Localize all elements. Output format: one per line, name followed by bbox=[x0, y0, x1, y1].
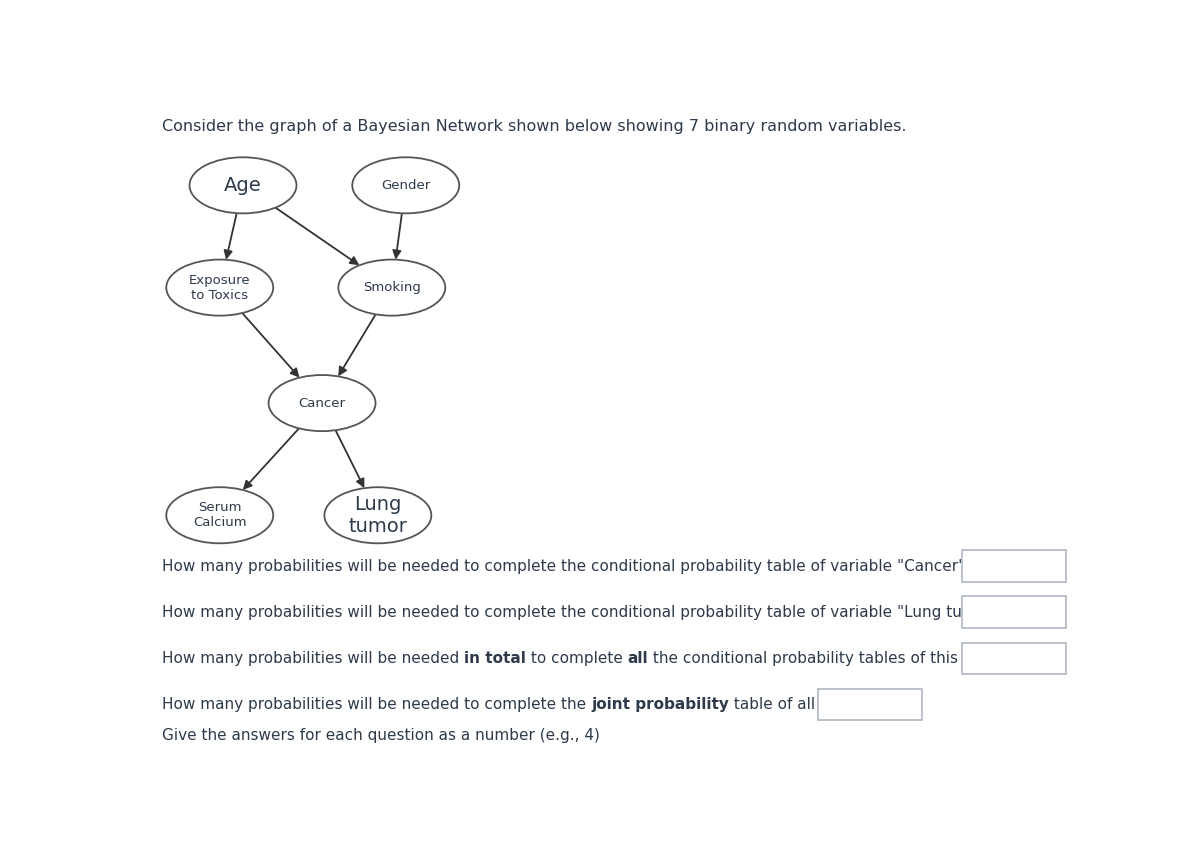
Text: in total: in total bbox=[464, 651, 526, 666]
Text: joint probability: joint probability bbox=[592, 697, 728, 712]
Ellipse shape bbox=[338, 260, 445, 315]
Ellipse shape bbox=[167, 488, 274, 543]
Text: Exposure
to Toxics: Exposure to Toxics bbox=[188, 273, 251, 302]
Text: Smoking: Smoking bbox=[362, 281, 421, 294]
Text: Consider the graph of a Bayesian Network shown below showing 7 binary random var: Consider the graph of a Bayesian Network… bbox=[162, 119, 906, 135]
FancyBboxPatch shape bbox=[962, 550, 1066, 582]
Ellipse shape bbox=[324, 488, 431, 543]
Ellipse shape bbox=[269, 375, 376, 431]
Text: all: all bbox=[628, 651, 648, 666]
Text: Age: Age bbox=[224, 176, 262, 195]
Text: the conditional probability tables of this BN?: the conditional probability tables of th… bbox=[648, 651, 994, 666]
FancyBboxPatch shape bbox=[962, 596, 1066, 628]
Text: How many probabilities will be needed to complete the conditional probability ta: How many probabilities will be needed to… bbox=[162, 605, 1008, 620]
Ellipse shape bbox=[190, 158, 296, 213]
Text: How many probabilities will be needed to complete the: How many probabilities will be needed to… bbox=[162, 697, 592, 712]
FancyBboxPatch shape bbox=[962, 643, 1066, 674]
Text: Cancer: Cancer bbox=[299, 397, 346, 410]
Text: to complete: to complete bbox=[526, 651, 628, 666]
Text: table of all variables?: table of all variables? bbox=[728, 697, 898, 712]
Ellipse shape bbox=[353, 158, 460, 213]
Text: Serum
Calcium: Serum Calcium bbox=[193, 501, 246, 530]
Text: How many probabilities will be needed to complete the conditional probability ta: How many probabilities will be needed to… bbox=[162, 559, 973, 573]
Text: Give the answers for each question as a number (e.g., 4): Give the answers for each question as a … bbox=[162, 728, 600, 743]
Ellipse shape bbox=[167, 260, 274, 315]
Text: Lung
tumor: Lung tumor bbox=[348, 494, 407, 536]
Text: Gender: Gender bbox=[382, 179, 431, 192]
Text: How many probabilities will be needed: How many probabilities will be needed bbox=[162, 651, 464, 666]
FancyBboxPatch shape bbox=[817, 689, 922, 721]
